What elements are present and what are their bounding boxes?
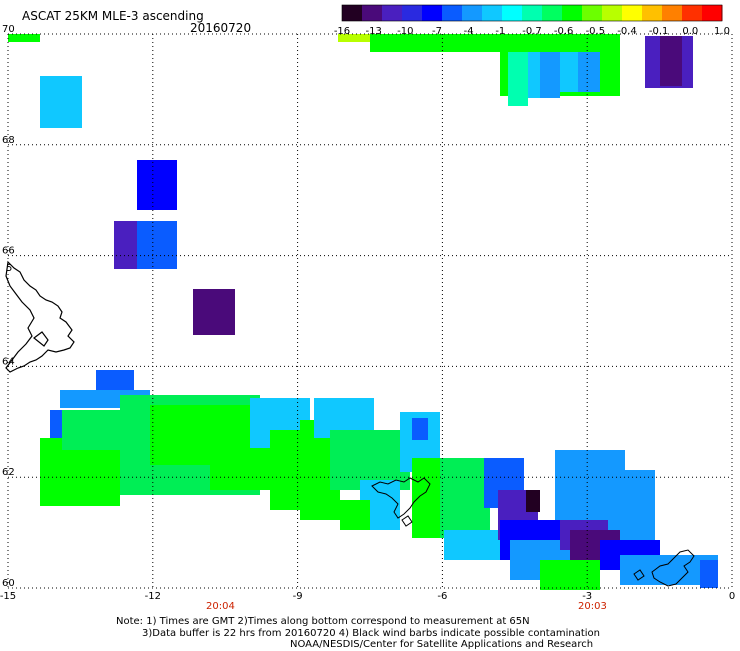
colorbar-swatch xyxy=(562,5,583,21)
longitude-labels: -15 -12 -9 -6 -3 0 xyxy=(0,591,735,602)
colorbar: -16 -13 -10 -7 -4 -1 -0.7 -0.6 -0.5 -0.4 -0.1 0.0 1.… xyxy=(334,4,730,37)
wind-cell xyxy=(528,52,540,98)
wind-cell xyxy=(560,52,578,92)
wind-cell xyxy=(338,34,370,42)
colorbar-label: -1 xyxy=(495,26,505,37)
wind-cell xyxy=(700,560,718,588)
coastline-iceland xyxy=(5,260,75,373)
coastline-faroe xyxy=(371,477,431,527)
colorbar-label: 0.0 xyxy=(682,26,698,37)
wind-data-cells xyxy=(8,34,718,590)
colorbar-swatch xyxy=(462,5,483,21)
colorbar-swatch xyxy=(402,5,423,21)
wind-cell xyxy=(137,160,177,210)
wind-cell xyxy=(40,76,82,128)
colorbar-swatch xyxy=(482,5,503,21)
wind-cell xyxy=(508,52,528,106)
wind-cell xyxy=(370,34,620,52)
time-label-west: 20:04 xyxy=(206,601,235,612)
longitude-label: -3 xyxy=(582,591,592,602)
colorbar-label: -7 xyxy=(432,26,442,37)
colorbar-swatch xyxy=(522,5,543,21)
wind-cell xyxy=(137,221,177,269)
wind-cell xyxy=(8,34,40,42)
colorbar-swatch xyxy=(662,5,683,21)
map-title: ASCAT 25KM MLE-3 ascending xyxy=(22,9,204,23)
footnote-line-2: 3)Data buffer is 22 hrs from 20160720 4)… xyxy=(142,628,600,639)
colorbar-label: -4 xyxy=(464,26,474,37)
colorbar-label: 1.0 xyxy=(714,26,730,37)
wind-cell xyxy=(540,560,600,590)
wind-cell xyxy=(578,52,600,92)
colorbar-swatch xyxy=(602,5,623,21)
longitude-label: -12 xyxy=(145,591,161,602)
footnote-line-1: Note: 1) Times are GMT 2)Times along bot… xyxy=(116,616,530,627)
colorbar-label: -10 xyxy=(397,26,413,37)
colorbar-swatch xyxy=(622,5,643,21)
colorbar-swatch xyxy=(362,5,383,21)
colorbar-label: -0.7 xyxy=(522,26,542,37)
colorbar-label: -0.5 xyxy=(586,26,606,37)
wind-cell xyxy=(412,418,428,440)
wind-cell xyxy=(526,490,540,512)
graticule xyxy=(7,33,733,589)
latitude-label: 66 xyxy=(2,246,15,257)
coast-number-label: 5 xyxy=(6,263,12,274)
colorbar-swatch xyxy=(442,5,463,21)
colorbar-label: -16 xyxy=(334,26,350,37)
latitude-label: 62 xyxy=(2,467,15,478)
colorbar-swatch xyxy=(642,5,663,21)
colorbar-swatch xyxy=(502,5,523,21)
colorbar-label: -0.4 xyxy=(617,26,637,37)
time-label-east: 20:03 xyxy=(578,601,607,612)
colorbar-swatch xyxy=(582,5,603,21)
colorbar-label: -13 xyxy=(365,26,381,37)
footnote-line-3: NOAA/NESDIS/Center for Satellite Applica… xyxy=(290,639,594,650)
colorbar-swatch xyxy=(542,5,563,21)
colorbar-swatch xyxy=(702,5,723,21)
wind-cell xyxy=(660,36,682,86)
wind-cell xyxy=(444,530,504,560)
longitude-label: -15 xyxy=(0,591,16,602)
colorbar-frame xyxy=(341,4,723,22)
map-date: 20160720 xyxy=(190,21,251,35)
wind-cell xyxy=(440,458,490,538)
colorbar-swatch xyxy=(422,5,443,21)
latitude-label: 70 xyxy=(2,24,15,35)
latitude-label: 60 xyxy=(2,578,15,589)
longitude-label: 0 xyxy=(729,591,735,602)
wind-cell xyxy=(600,52,620,96)
latitude-labels: 70 68 66 64 62 60 xyxy=(2,24,15,589)
wind-cell xyxy=(340,500,370,530)
colorbar-swatch xyxy=(382,5,403,21)
latitude-label: 68 xyxy=(2,135,15,146)
wind-cell xyxy=(96,370,134,390)
colorbar-swatch xyxy=(682,5,703,21)
latitude-label: 64 xyxy=(2,356,15,367)
colorbar-swatch xyxy=(342,5,363,21)
longitude-label: -9 xyxy=(293,591,303,602)
colorbar-label: -0.1 xyxy=(649,26,669,37)
longitude-label: -6 xyxy=(437,591,447,602)
coastline-shetland xyxy=(633,549,695,587)
wind-cell xyxy=(540,52,560,98)
colorbar-label: -0.6 xyxy=(554,26,574,37)
wind-cell xyxy=(193,289,235,335)
